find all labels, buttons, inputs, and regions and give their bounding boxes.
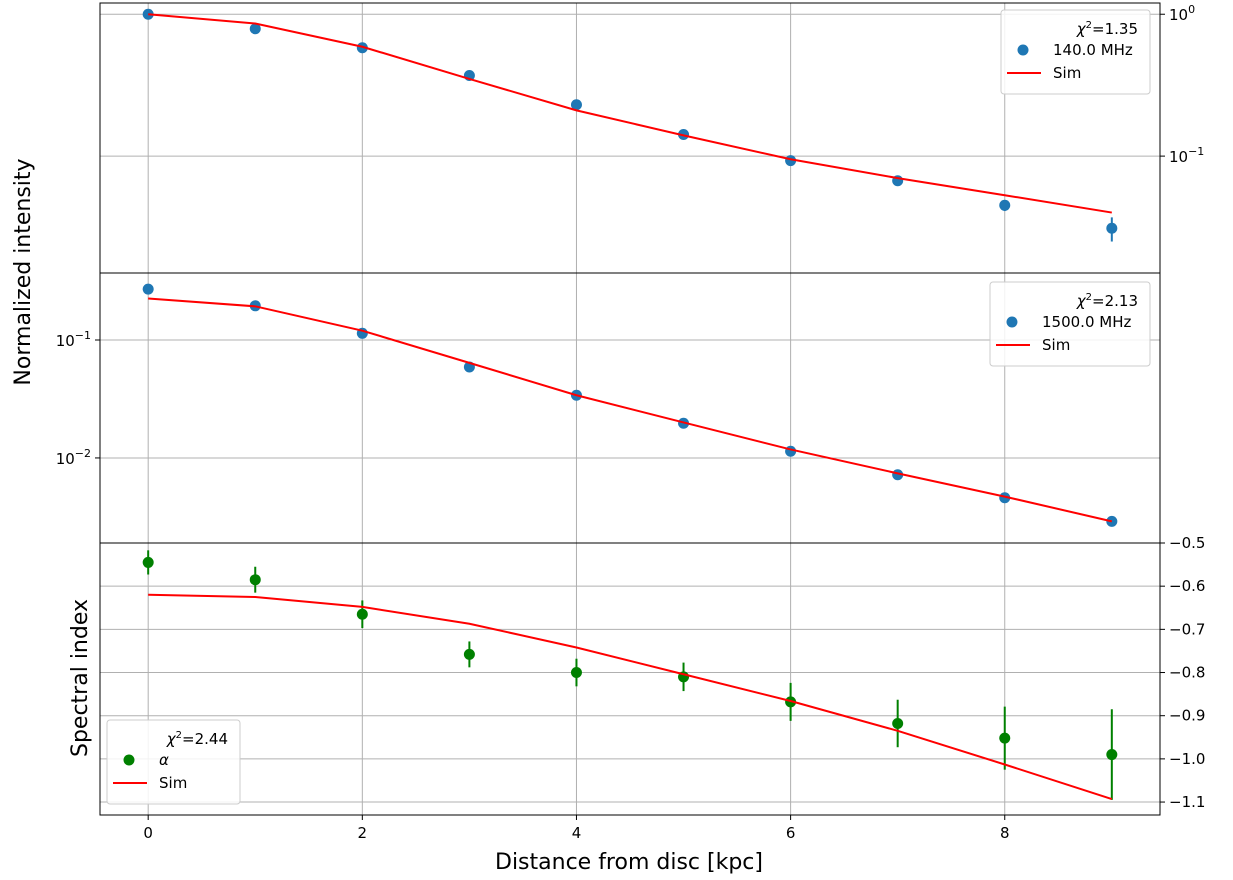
data-point: [1106, 749, 1118, 761]
data-point: [999, 199, 1011, 211]
x-tick-label: 0: [143, 824, 153, 842]
y-tick-label: −0.7: [1169, 620, 1205, 638]
legend: χ2=2.44 α Sim: [106, 719, 241, 805]
legend-label-points: 140.0 MHz: [1053, 41, 1133, 59]
x-tick-label: 4: [572, 824, 582, 842]
sim-line: [148, 13, 1112, 214]
data-point: [1106, 222, 1118, 234]
y-tick-label: −0.6: [1169, 577, 1205, 595]
panel-bottom: 0 2 4 6 8−0.5−0.6−0.7−0.8−0.9−1.0−1.1χ2=2.44…: [99, 534, 1205, 842]
y-tick-label-exponent: −1: [1188, 145, 1204, 158]
legend: χ2=1.35 140.0 MHz Sim: [1000, 9, 1151, 95]
legend-chi-square: χ2=1.35: [1076, 20, 1138, 38]
y-tick-label-base: 10: [56, 332, 75, 350]
legend-chi-value: =: [1092, 20, 1105, 38]
y-tick-label: −1.0: [1169, 750, 1205, 768]
x-tick-label: 2: [358, 824, 368, 842]
sim-line: [148, 297, 1113, 523]
legend-chi-value: =: [1092, 292, 1105, 310]
legend-chi-exponent: 2: [176, 730, 182, 741]
legend-chi-square: χ2=2.44: [166, 730, 228, 748]
y-tick-label-exponent: 0: [1188, 3, 1195, 16]
y-tick-label-base: 10: [1169, 6, 1188, 24]
y-tick-label-base: 10: [56, 450, 75, 468]
legend-chi-symbol: χ: [1076, 292, 1087, 310]
data-point: [249, 574, 261, 586]
legend-chi-symbol: χ: [166, 730, 177, 748]
legend-chi-symbol: χ: [1076, 20, 1087, 38]
y-tick-label-exponent: −1: [75, 329, 91, 342]
legend-chi-number: 2.13: [1105, 292, 1138, 310]
data-point: [999, 732, 1011, 744]
y-tick-label: 10−2: [56, 447, 91, 468]
legend-label-points: α: [159, 751, 169, 769]
legend-marker-points: [123, 754, 135, 766]
y-tick-label: −0.8: [1169, 664, 1205, 682]
x-tick-label: 8: [1000, 824, 1010, 842]
data-point: [356, 608, 368, 620]
axes-frame: [99, 542, 1161, 816]
legend-chi-exponent: 2: [1086, 292, 1092, 303]
legend-chi-number: 1.35: [1105, 20, 1138, 38]
legend-label-sim: Sim: [1042, 336, 1070, 354]
data-point: [356, 42, 368, 54]
legend-label-sim: Sim: [159, 774, 187, 792]
data-point: [999, 492, 1011, 504]
legend-marker-points: [1017, 44, 1029, 56]
legend-chi-exponent: 2: [1086, 20, 1092, 31]
legend-chi-square: χ2=2.13: [1076, 292, 1138, 310]
data-point: [892, 717, 904, 729]
legend-marker-points: [1006, 316, 1018, 328]
legend-chi-value: =: [182, 730, 195, 748]
data-point: [142, 556, 154, 568]
data-point: [570, 99, 582, 111]
x-tick-label: 6: [786, 824, 796, 842]
legend-chi-number: 2.44: [195, 730, 228, 748]
y-tick-label: 10−1: [56, 329, 91, 350]
legend: χ2=2.13 1500.0 MHz Sim: [989, 281, 1151, 367]
data-point: [249, 23, 261, 35]
y-tick-label: 10−1: [1169, 145, 1204, 166]
data-point: [142, 283, 154, 295]
y-tick-label-exponent: −2: [75, 447, 91, 460]
y-tick-label: −0.9: [1169, 707, 1205, 725]
y-tick-label: −1.1: [1169, 793, 1205, 811]
sim-line: [148, 593, 1113, 800]
y-tick-label: 100: [1169, 3, 1195, 24]
legend-label-sim: Sim: [1053, 64, 1081, 82]
y-tick-label: −0.5: [1169, 534, 1205, 552]
data-point: [463, 648, 475, 660]
data-point: [570, 667, 582, 679]
legend-label-points: 1500.0 MHz: [1042, 313, 1131, 331]
x-axis-label: Distance from disc [kpc]: [495, 850, 763, 875]
y-axis-label-intensity: Normalized intensity: [11, 158, 36, 385]
y-tick-label-base: 10: [1169, 148, 1188, 166]
y-axis-label-spectral-index: Spectral index: [68, 599, 93, 757]
